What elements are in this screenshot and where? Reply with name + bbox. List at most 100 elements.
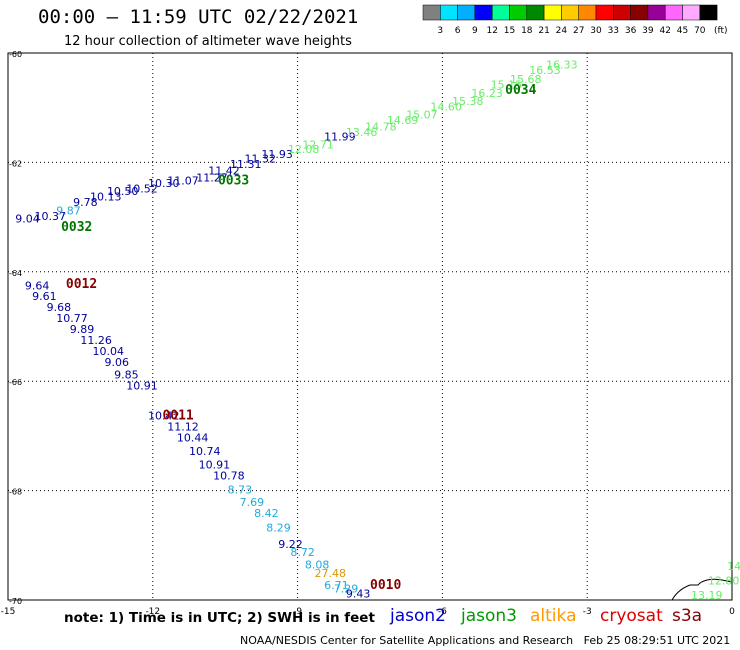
colorbar-swatch bbox=[561, 4, 579, 21]
legend-altika: altika bbox=[530, 606, 577, 626]
colorbar-label: 12 bbox=[486, 26, 497, 36]
map-frame bbox=[7, 52, 733, 601]
colorbar-label: 27 bbox=[573, 26, 584, 36]
swh-value: 11.07 bbox=[167, 174, 199, 187]
map-subtitle: 12 hour collection of altimeter wave hei… bbox=[64, 34, 352, 49]
legend-jason2: jason2 bbox=[390, 606, 446, 626]
note-text: note: 1) Time is in UTC; 2) SWH is in fe… bbox=[64, 610, 375, 626]
track-label: 0032 bbox=[61, 220, 92, 235]
swh-value: 10.74 bbox=[189, 445, 221, 458]
lat-tick-label: -68 bbox=[9, 488, 22, 497]
swh-value: 13.19 bbox=[691, 589, 723, 602]
colorbar-label: 70 bbox=[694, 26, 706, 36]
credit-text: NOAA/NESDIS Center for Satellite Applica… bbox=[240, 634, 731, 647]
lat-tick-label: -64 bbox=[9, 269, 22, 278]
swh-value: 27.48 bbox=[314, 567, 346, 580]
track-label: 0033 bbox=[218, 173, 249, 188]
swh-value: 11.12 bbox=[167, 420, 199, 433]
swh-value: 10.77 bbox=[56, 312, 87, 325]
colorbar-swatch bbox=[630, 4, 649, 21]
colorbar-swatch bbox=[474, 4, 493, 21]
swh-value: 9.43 bbox=[346, 587, 371, 600]
swh-value: 7.29 bbox=[334, 582, 359, 595]
colorbar-swatch bbox=[422, 4, 441, 21]
swh-value: 8.08 bbox=[305, 558, 330, 571]
swh-value: 11.42 bbox=[208, 164, 240, 177]
swh-value: 12.71 bbox=[302, 139, 334, 152]
swh-value: 11.27 bbox=[196, 172, 228, 185]
swh-value: 15.07 bbox=[406, 109, 438, 122]
swh-value: 7.69 bbox=[240, 496, 265, 509]
lat-tick-label: -60 bbox=[9, 50, 22, 59]
swh-value: 8.73 bbox=[228, 483, 253, 496]
swh-value: 13.46 bbox=[346, 126, 378, 139]
swh-value: 10.52 bbox=[126, 182, 157, 195]
colorbar-swatch bbox=[647, 4, 666, 21]
swh-value: 9.61 bbox=[32, 290, 57, 303]
lon-tick-label: 0 bbox=[729, 607, 735, 617]
map-title: 00:00 – 11:59 UTC 02/22/2021 bbox=[38, 6, 359, 28]
swh-value: 9.78 bbox=[73, 196, 98, 209]
swh-value: 9.85 bbox=[114, 368, 139, 381]
colorbar-label: 45 bbox=[677, 26, 688, 36]
colorbar-swatch bbox=[578, 4, 597, 21]
colorbar-swatch bbox=[457, 4, 476, 21]
swh-value: 11.99 bbox=[324, 131, 356, 144]
colorbar-label: 36 bbox=[625, 26, 637, 36]
swh-value: 14. bbox=[727, 560, 740, 573]
swh-value: 9.64 bbox=[25, 279, 50, 292]
colorbar-label: 18 bbox=[521, 26, 533, 36]
swh-value: 11.32 bbox=[245, 152, 276, 165]
colorbar-swatch bbox=[664, 4, 683, 21]
swh-value: 10.42 bbox=[148, 409, 180, 422]
colorbar-swatch bbox=[491, 4, 510, 21]
swh-value: 11.26 bbox=[80, 334, 112, 347]
swh-value: 10.37 bbox=[35, 210, 66, 223]
swh-value: 9.87 bbox=[56, 204, 80, 217]
swh-value: 15.15 bbox=[491, 79, 522, 92]
colorbar-label: 9 bbox=[472, 26, 478, 36]
lat-tick-label: -62 bbox=[9, 159, 22, 168]
colorbar-swatch bbox=[526, 4, 545, 21]
swh-value: 12.08 bbox=[288, 143, 320, 156]
legend-s3a: s3a bbox=[672, 606, 703, 626]
swh-value: 9.22 bbox=[278, 538, 303, 551]
swh-value: 6.71 bbox=[324, 579, 349, 592]
colorbar-label: 39 bbox=[642, 26, 654, 36]
lon-tick-label: -6 bbox=[438, 607, 447, 617]
colorbar-label: 33 bbox=[608, 26, 619, 36]
colorbar-swatch bbox=[543, 4, 562, 21]
swh-value: 10.91 bbox=[126, 379, 157, 392]
swh-value: 9.04 bbox=[15, 213, 39, 226]
swh-value: 14.60 bbox=[430, 100, 462, 113]
lon-tick-label: -9 bbox=[293, 607, 302, 617]
colorbar-label: 15 bbox=[504, 26, 515, 36]
lon-tick-label: -15 bbox=[1, 607, 16, 617]
swh-value: 16.53 bbox=[529, 64, 561, 77]
lon-tick-label: -3 bbox=[583, 607, 592, 617]
swh-value: 11.31 bbox=[230, 158, 262, 171]
lat-tick-label: -70 bbox=[9, 597, 22, 606]
colorbar-label: 24 bbox=[556, 26, 568, 36]
lat-tick-label: -66 bbox=[9, 378, 22, 387]
swh-value: 14.78 bbox=[365, 121, 397, 134]
swh-value: 9.68 bbox=[47, 301, 72, 314]
colorbar-swatch bbox=[595, 4, 614, 21]
swh-value: 10.44 bbox=[177, 431, 209, 444]
colorbar-label: 3 bbox=[437, 26, 443, 36]
swh-value: 14.69 bbox=[387, 114, 419, 127]
swh-value: 9.89 bbox=[70, 323, 95, 336]
swh-value: 10.13 bbox=[90, 191, 122, 204]
legend-cryosat: cryosat bbox=[600, 606, 663, 626]
swh-value: 15.68 bbox=[510, 73, 542, 86]
swh-value: 8.72 bbox=[290, 546, 315, 559]
lon-tick-label: -12 bbox=[145, 607, 160, 617]
swh-value: 10.78 bbox=[213, 470, 245, 483]
track-label: 0011 bbox=[162, 408, 193, 423]
swh-value: 16.23 bbox=[471, 87, 503, 100]
swh-value: 10.91 bbox=[199, 459, 231, 472]
coastline bbox=[671, 578, 733, 601]
colorbar-label: 30 bbox=[590, 26, 602, 36]
colorbar-swatch bbox=[509, 4, 528, 21]
